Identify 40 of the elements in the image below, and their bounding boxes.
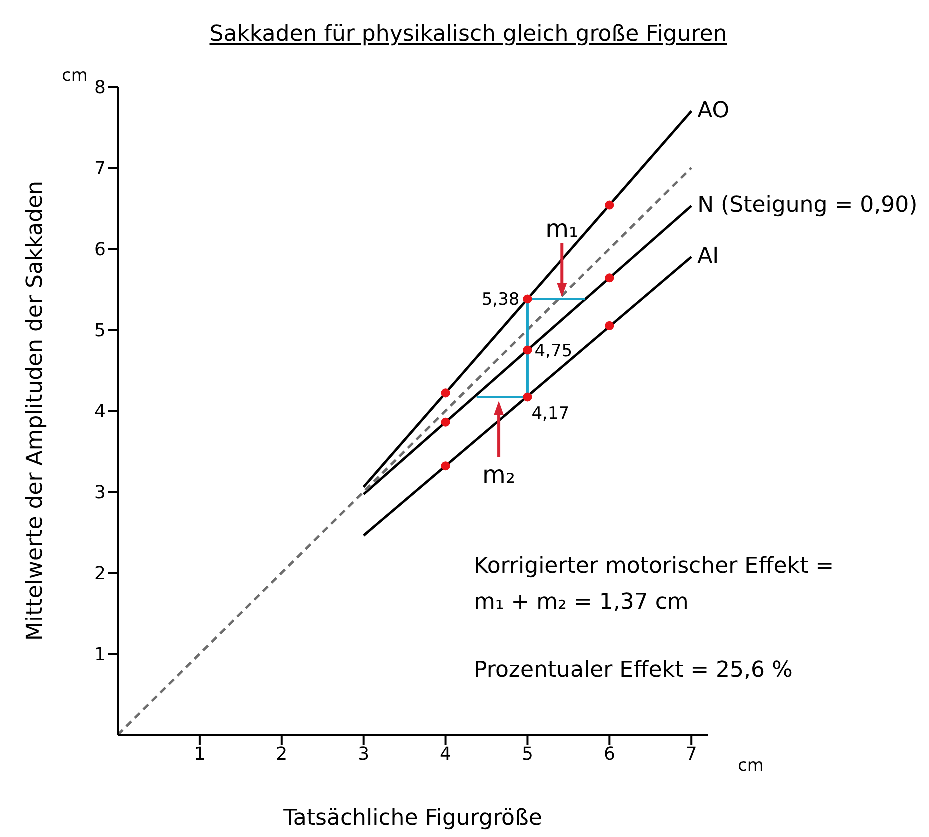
annotation: 4,75: [534, 341, 573, 362]
chart-title: Sakkaden für physikalisch gleich große Figuren: [208, 22, 728, 47]
point: [605, 321, 614, 330]
annotation: Prozentualer Effekt = 25,6 %: [474, 658, 793, 683]
x-tick-label: 7: [686, 744, 698, 765]
point: [523, 346, 532, 355]
annotation: m₂: [482, 461, 516, 490]
y-axis-title: Mittelwerte der Amplituden der Sakkaden: [22, 181, 48, 641]
annotation: m₁ + m₂ = 1,37 cm: [474, 590, 689, 615]
x-tick-label: 4: [440, 744, 452, 765]
x-tick-label: 5: [522, 744, 534, 765]
annotation: 4,17: [532, 404, 570, 424]
point: [441, 388, 450, 398]
point: [523, 294, 532, 304]
point: [441, 418, 450, 427]
y-tick-label: 8: [94, 77, 106, 98]
text: cm: [738, 756, 764, 776]
series-label: AI: [698, 244, 720, 270]
annotation: Korrigierter motorischer Effekt =: [474, 554, 834, 579]
series-label: AO: [698, 98, 730, 124]
y-tick-label: 2: [94, 563, 106, 584]
y-tick-label: 3: [94, 482, 106, 504]
series-label: N (Steigung = 0,90): [698, 193, 918, 218]
x-tick-label: 1: [194, 744, 206, 765]
point: [605, 200, 614, 210]
point: [523, 392, 532, 402]
annotation: 5,38: [482, 290, 520, 310]
point: [605, 274, 614, 283]
x-tick-label: 6: [604, 744, 616, 765]
y-tick-label: 1: [94, 644, 106, 666]
point: [441, 462, 450, 471]
text: cm: [62, 66, 88, 86]
y-tick-label: 5: [94, 320, 106, 342]
y-tick-label: 6: [94, 239, 106, 260]
x-tick-label: 3: [358, 744, 370, 765]
y-tick-label: 7: [94, 158, 106, 180]
annotation: m₁: [546, 215, 579, 244]
x-axis-title: Tatsächliche Figurgröße: [282, 806, 542, 831]
x-tick-label: 2: [276, 744, 288, 765]
y-tick-label: 4: [94, 401, 106, 422]
